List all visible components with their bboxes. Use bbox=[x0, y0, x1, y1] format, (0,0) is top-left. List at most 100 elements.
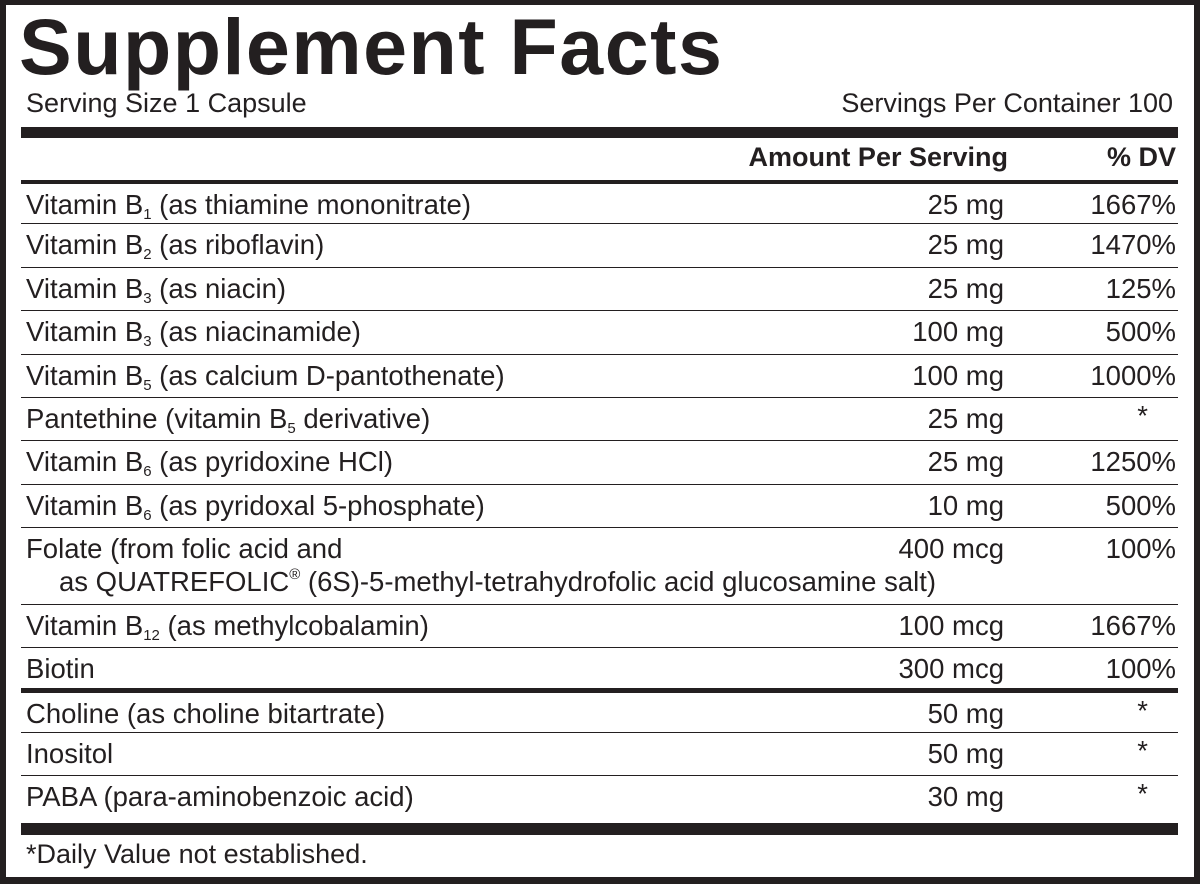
nutrient-name: Vitamin B3 (as niacinamide) bbox=[26, 316, 361, 350]
nutrient-dv: 500% bbox=[1105, 316, 1176, 347]
column-header: Amount Per Serving % DV bbox=[21, 138, 1178, 180]
nutrient-amount: 25 mg bbox=[927, 403, 1004, 434]
nutrient-name-text: Vitamin B bbox=[26, 610, 144, 641]
thick-divider bbox=[21, 127, 1178, 138]
nutrient-name-line2-suffix: (6S)-5-methyl-tetrahydrofolic acid gluco… bbox=[300, 566, 937, 597]
nutrient-name-text: Folate (from folic acid and bbox=[26, 533, 343, 564]
nutrient-row: Vitamin B1 (as thiamine mononitrate) 25 m… bbox=[21, 184, 1178, 224]
nutrient-name-suffix: (as calcium D-pantothenate) bbox=[151, 360, 505, 391]
nutrient-name: Vitamin B2 (as riboflavin) bbox=[26, 229, 325, 263]
nutrient-name-suffix: (as pyridoxal 5-phosphate) bbox=[151, 490, 485, 521]
nutrient-name-suffix: (as niacinamide) bbox=[151, 316, 361, 347]
nutrient-group-vitamins: Vitamin B1 (as thiamine mononitrate) 25 m… bbox=[21, 184, 1178, 688]
nutrient-name: Folate (from folic acid and bbox=[26, 533, 342, 565]
nutrient-row: Folate (from folic acid and as QUATREFOLI… bbox=[21, 528, 1178, 605]
nutrient-name-suffix: (as riboflavin) bbox=[151, 229, 325, 260]
nutrient-amount: 50 mg bbox=[927, 698, 1004, 729]
nutrient-subscript: 3 bbox=[143, 290, 152, 307]
nutrient-name: Vitamin B12 (as methylcobalamin) bbox=[26, 610, 429, 644]
nutrient-name-suffix: (as thiamine mononitrate) bbox=[151, 189, 471, 220]
nutrient-row: Choline (as choline bitartrate) 50 mg * bbox=[21, 693, 1178, 733]
nutrient-dv: 500% bbox=[1105, 490, 1176, 521]
nutrient-name: Inositol bbox=[26, 738, 113, 770]
group-divider bbox=[21, 688, 1178, 693]
nutrient-amount: 25 mg bbox=[927, 446, 1004, 477]
nutrient-dv: 100% bbox=[1105, 533, 1176, 564]
nutrient-subscript: 5 bbox=[287, 420, 296, 437]
nutrient-group-other: Choline (as choline bitartrate) 50 mg * Ino… bbox=[21, 693, 1178, 820]
nutrient-name-text: Inositol bbox=[26, 738, 114, 769]
nutrient-name-text: Choline (as choline bitartrate) bbox=[26, 698, 386, 729]
nutrient-name-text: Biotin bbox=[26, 653, 95, 684]
nutrient-amount: 30 mg bbox=[927, 781, 1004, 812]
nutrient-row: Vitamin B5 (as calcium D-pantothenate) 10… bbox=[21, 355, 1178, 398]
nutrient-amount: 100 mg bbox=[912, 360, 1004, 391]
nutrient-subscript: 2 bbox=[143, 246, 152, 263]
nutrient-amount: 10 mg bbox=[927, 490, 1004, 521]
footnote: *Daily Value not established. bbox=[26, 839, 368, 869]
nutrient-row: Pantethine (vitamin B5 derivative) 25 mg * bbox=[21, 398, 1178, 441]
nutrient-subscript: 1 bbox=[143, 206, 152, 223]
nutrient-row: Vitamin B3 (as niacinamide) 100 mg 500% bbox=[21, 311, 1178, 355]
nutrient-amount: 25 mg bbox=[927, 273, 1004, 304]
bottom-divider bbox=[21, 823, 1178, 835]
nutrient-amount: 50 mg bbox=[927, 738, 1004, 769]
nutrient-name: Vitamin B6 (as pyridoxal 5-phosphate) bbox=[26, 490, 485, 524]
nutrient-name-suffix: derivative) bbox=[295, 403, 431, 434]
nutrient-name: Vitamin B1 (as thiamine mononitrate) bbox=[26, 189, 471, 223]
nutrient-amount: 300 mcg bbox=[898, 653, 1004, 684]
nutrient-dv: 125% bbox=[1105, 273, 1176, 304]
serving-size: Serving Size 1 Capsule bbox=[26, 88, 307, 118]
nutrient-amount: 400 mcg bbox=[898, 533, 1004, 564]
nutrient-dv: 1250% bbox=[1090, 446, 1176, 477]
nutrient-name-text: Vitamin B bbox=[26, 229, 144, 260]
nutrient-subscript: 3 bbox=[143, 333, 152, 350]
nutrient-name-text: Vitamin B bbox=[26, 316, 144, 347]
nutrient-name-line2-text: as QUATREFOLIC bbox=[59, 566, 290, 597]
nutrient-row: Vitamin B12 (as methylcobalamin) 100 mcg 1… bbox=[21, 605, 1178, 648]
nutrient-dv: * bbox=[1137, 778, 1148, 809]
nutrient-name-text: Vitamin B bbox=[26, 490, 144, 521]
nutrient-dv: 1667% bbox=[1090, 610, 1176, 641]
servings-per-container: Servings Per Container 100 bbox=[841, 88, 1173, 118]
nutrient-name: Choline (as choline bitartrate) bbox=[26, 698, 385, 730]
nutrient-subscript: 6 bbox=[143, 507, 152, 524]
nutrient-subscript: 12 bbox=[143, 627, 160, 644]
nutrient-name-text: Vitamin B bbox=[26, 360, 144, 391]
nutrient-dv: * bbox=[1137, 735, 1148, 766]
nutrient-name-suffix: (as methylcobalamin) bbox=[159, 610, 429, 641]
nutrient-row: Biotin 300 mcg 100% bbox=[21, 648, 1178, 688]
nutrient-dv: * bbox=[1137, 695, 1148, 726]
nutrient-amount: 100 mg bbox=[912, 316, 1004, 347]
nutrient-dv: 100% bbox=[1105, 653, 1176, 684]
nutrient-row: Vitamin B3 (as niacin) 25 mg 125% bbox=[21, 268, 1178, 311]
nutrient-name: PABA (para-aminobenzoic acid) bbox=[26, 781, 414, 813]
nutrient-name-text: Vitamin B bbox=[26, 189, 144, 220]
nutrient-name: Vitamin B5 (as calcium D-pantothenate) bbox=[26, 360, 505, 394]
nutrient-row: Vitamin B6 (as pyridoxine HCl) 25 mg 1250% bbox=[21, 441, 1178, 485]
header-divider bbox=[21, 180, 1178, 184]
dv-header: % DV bbox=[1106, 142, 1176, 172]
label-title: Supplement Facts bbox=[19, 2, 724, 91]
nutrient-name: Vitamin B6 (as pyridoxine HCl) bbox=[26, 446, 393, 480]
nutrient-dv: 1000% bbox=[1090, 360, 1176, 391]
nutrient-name-text: PABA (para-aminobenzoic acid) bbox=[26, 781, 414, 812]
nutrient-row: PABA (para-aminobenzoic acid) 30 mg * bbox=[21, 776, 1178, 820]
nutrient-name: Vitamin B3 (as niacin) bbox=[26, 273, 286, 307]
nutrient-name-suffix: (as pyridoxine HCl) bbox=[151, 446, 393, 477]
nutrient-amount: 25 mg bbox=[927, 189, 1004, 220]
nutrient-amount: 25 mg bbox=[927, 229, 1004, 260]
nutrient-name-text: Pantethine (vitamin B bbox=[26, 403, 288, 434]
nutrient-row: Vitamin B6 (as pyridoxal 5-phosphate) 10 … bbox=[21, 485, 1178, 528]
nutrient-name: Pantethine (vitamin B5 derivative) bbox=[26, 403, 431, 437]
nutrient-amount: 100 mcg bbox=[898, 610, 1004, 641]
nutrient-subscript: 6 bbox=[143, 463, 152, 480]
nutrient-row: Vitamin B2 (as riboflavin) 25 mg 1470% bbox=[21, 224, 1178, 268]
nutrient-dv: 1470% bbox=[1090, 229, 1176, 260]
nutrient-name-line2: as QUATREFOLIC® (6S)-5-methyl-tetrahydro… bbox=[59, 566, 936, 598]
registered-mark: ® bbox=[289, 566, 301, 583]
nutrient-subscript: 5 bbox=[143, 377, 152, 394]
nutrient-dv: * bbox=[1137, 400, 1148, 431]
nutrient-name-text: Vitamin B bbox=[26, 446, 144, 477]
